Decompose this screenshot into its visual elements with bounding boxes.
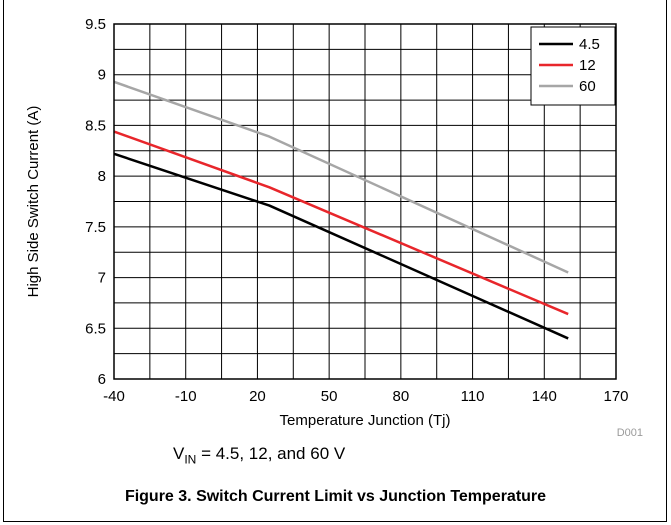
legend-label-60: 60 (579, 78, 596, 95)
y-tick-label: 6 (98, 371, 106, 388)
series-line-12 (113, 130, 569, 316)
y-tick-label: 8 (98, 168, 106, 185)
condition-v: V (173, 444, 185, 463)
legend-label-12: 12 (579, 57, 596, 74)
x-axis-label: Temperature Junction (Tj) (280, 412, 451, 429)
y-tick-label: 7.5 (85, 219, 106, 236)
y-tick-labels: 6 6.5 7 7.5 8 8.5 9 9.5 (85, 16, 106, 388)
x-tick-label: 80 (393, 388, 410, 405)
figure-caption: Figure 3. Switch Current Limit vs Juncti… (124, 488, 547, 505)
x-tick-label: -40 (103, 388, 125, 405)
series-line-60 (113, 80, 569, 274)
x-tick-label: 110 (461, 388, 485, 405)
legend: 4.5 12 60 (530, 26, 616, 106)
figure-code: D001 (617, 427, 643, 439)
x-tick-labels: -40 -10 20 50 80 110 140 170 (103, 388, 628, 405)
y-tick-label: 9 (98, 67, 106, 84)
series-line-4.5 (113, 152, 569, 340)
line-chart: -40 -10 20 50 80 110 140 170 6 6.5 7 7.5 8 8.5 9 9.5 T… (25, 16, 643, 439)
y-tick-label: 8.5 (85, 117, 106, 134)
x-tick-label: -10 (175, 388, 197, 405)
legend-label-4.5: 4.5 (579, 36, 600, 53)
y-tick-label: 9.5 (85, 16, 106, 33)
figure-frame (3, 0, 667, 522)
x-tick-label: 20 (249, 388, 266, 405)
condition-label: VIN = 4.5, 12, and 60 V (173, 444, 345, 466)
x-tick-label: 170 (603, 388, 628, 405)
condition-text: = 4.5, 12, and 60 V (196, 444, 346, 463)
grid-lines (114, 24, 616, 379)
series-lines (113, 80, 569, 340)
y-axis-label: High Side Switch Current (A) (25, 106, 42, 298)
y-tick-label: 7 (98, 270, 106, 287)
plot-area-border (113, 23, 617, 380)
condition-subscript: IN (184, 452, 197, 467)
x-tick-label: 50 (321, 388, 338, 405)
y-tick-label: 6.5 (85, 320, 106, 337)
x-tick-label: 140 (532, 388, 557, 405)
